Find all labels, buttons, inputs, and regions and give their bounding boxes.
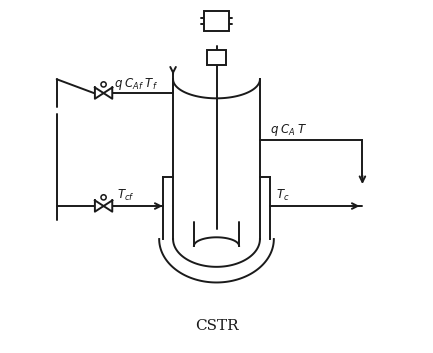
Text: $T_{cf}$: $T_{cf}$ bbox=[117, 188, 135, 203]
Text: $T_c$: $T_c$ bbox=[275, 188, 289, 203]
Text: $q\;C_{Af}\;T_f$: $q\;C_{Af}\;T_f$ bbox=[114, 77, 158, 92]
Bar bbox=[204, 11, 229, 31]
Bar bbox=[207, 50, 226, 65]
Text: $q\;C_A\;T$: $q\;C_A\;T$ bbox=[270, 121, 308, 138]
Text: CSTR: CSTR bbox=[195, 319, 238, 333]
